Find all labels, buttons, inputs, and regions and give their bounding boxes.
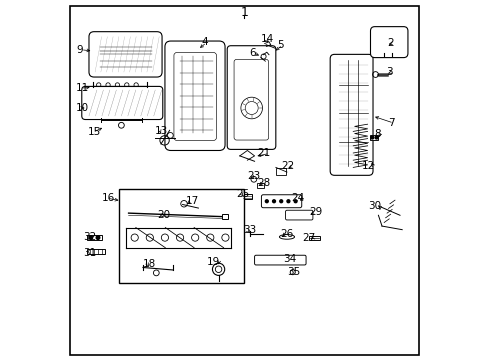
Text: 23: 23: [247, 171, 260, 181]
Circle shape: [96, 236, 100, 239]
Text: 8: 8: [374, 129, 381, 139]
FancyBboxPatch shape: [254, 255, 305, 265]
Text: 5: 5: [277, 40, 284, 50]
Text: 18: 18: [142, 259, 156, 269]
Text: 13: 13: [155, 126, 168, 136]
FancyBboxPatch shape: [261, 195, 301, 208]
FancyBboxPatch shape: [329, 54, 372, 175]
FancyBboxPatch shape: [81, 86, 163, 120]
Text: 28: 28: [257, 178, 270, 188]
Circle shape: [279, 200, 282, 203]
Text: 14: 14: [261, 33, 274, 44]
Text: 11: 11: [76, 83, 89, 93]
FancyBboxPatch shape: [174, 53, 216, 140]
Text: 15: 15: [88, 127, 101, 138]
Text: 19: 19: [206, 257, 220, 267]
FancyBboxPatch shape: [89, 32, 162, 77]
Bar: [87, 249, 105, 254]
Text: 30: 30: [367, 201, 381, 211]
Text: 20: 20: [157, 210, 170, 220]
Text: 3: 3: [386, 67, 392, 77]
FancyBboxPatch shape: [227, 46, 275, 149]
Circle shape: [370, 136, 373, 139]
Text: 34: 34: [282, 254, 295, 264]
Bar: [243, 194, 251, 199]
Text: 26: 26: [279, 229, 292, 239]
Text: 25: 25: [236, 189, 249, 199]
FancyBboxPatch shape: [285, 210, 312, 220]
Text: 29: 29: [309, 207, 322, 217]
Text: 2: 2: [386, 38, 393, 48]
Text: 35: 35: [286, 267, 300, 277]
Text: 6: 6: [249, 48, 255, 58]
Text: 7: 7: [387, 118, 394, 128]
Bar: [309, 236, 320, 240]
Circle shape: [286, 200, 289, 203]
Circle shape: [374, 136, 377, 139]
Circle shape: [265, 200, 268, 203]
Bar: [276, 168, 285, 175]
Text: 22: 22: [280, 161, 294, 171]
Circle shape: [272, 200, 275, 203]
Bar: [256, 183, 263, 188]
Text: 1: 1: [240, 6, 248, 19]
Bar: [119, 189, 244, 283]
Bar: [87, 235, 102, 240]
Text: 17: 17: [186, 196, 199, 206]
Text: 16: 16: [102, 193, 115, 203]
Text: 31: 31: [83, 248, 97, 258]
Text: 24: 24: [291, 193, 305, 203]
Text: 33: 33: [242, 225, 255, 235]
Text: 12: 12: [361, 161, 374, 171]
Circle shape: [294, 200, 296, 203]
Text: 4: 4: [201, 37, 207, 48]
Text: 9: 9: [76, 45, 82, 55]
Text: 27: 27: [302, 233, 315, 243]
FancyBboxPatch shape: [164, 41, 224, 150]
Circle shape: [89, 236, 92, 239]
Bar: [222, 214, 227, 219]
Bar: [369, 135, 378, 140]
Ellipse shape: [279, 235, 294, 239]
FancyBboxPatch shape: [370, 27, 407, 58]
Text: 10: 10: [76, 103, 89, 113]
Text: 21: 21: [257, 148, 270, 158]
Text: 32: 32: [83, 232, 97, 242]
FancyBboxPatch shape: [234, 59, 268, 140]
